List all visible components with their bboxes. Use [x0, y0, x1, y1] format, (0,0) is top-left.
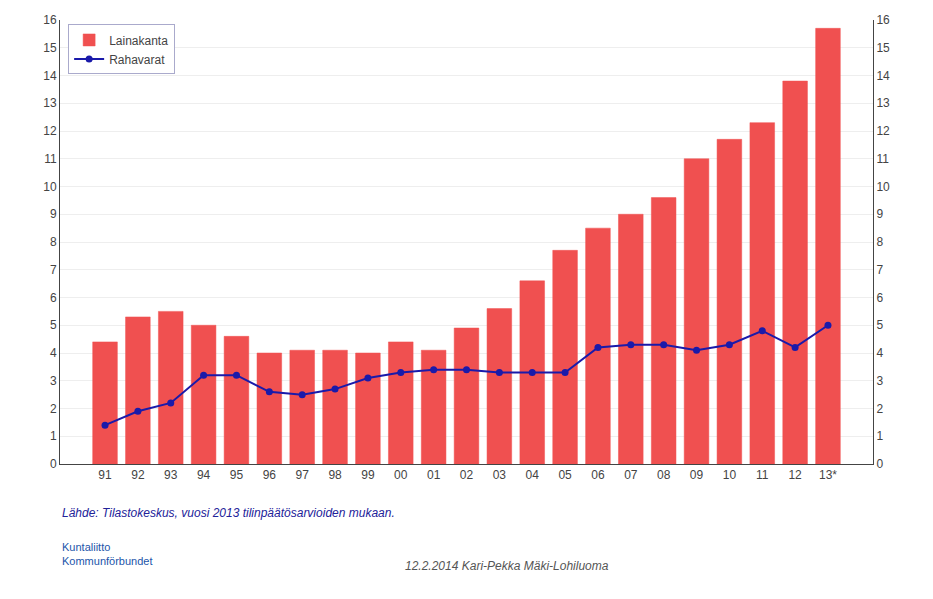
svg-text:98: 98: [328, 468, 342, 482]
svg-text:16: 16: [43, 13, 57, 27]
svg-text:12: 12: [876, 124, 890, 138]
svg-text:04: 04: [526, 468, 540, 482]
svg-text:01: 01: [427, 468, 441, 482]
svg-text:Lähde: Tilastokeskus, vuosi 20: Lähde: Tilastokeskus, vuosi 2013 tilinpä…: [62, 506, 395, 520]
svg-text:4: 4: [50, 346, 57, 360]
svg-text:3: 3: [50, 374, 57, 388]
svg-text:03: 03: [493, 468, 507, 482]
svg-text:5: 5: [50, 318, 57, 332]
svg-text:0: 0: [876, 457, 883, 471]
svg-text:7: 7: [876, 263, 883, 277]
svg-text:93: 93: [164, 468, 178, 482]
svg-text:97: 97: [296, 468, 310, 482]
svg-text:10: 10: [876, 180, 890, 194]
svg-text:12: 12: [43, 124, 57, 138]
svg-text:91: 91: [98, 468, 112, 482]
svg-text:5: 5: [876, 318, 883, 332]
svg-text:0: 0: [50, 457, 57, 471]
svg-text:07: 07: [624, 468, 638, 482]
svg-text:92: 92: [131, 468, 145, 482]
svg-text:11: 11: [876, 152, 889, 166]
svg-text:2: 2: [876, 402, 883, 416]
svg-text:94: 94: [197, 468, 211, 482]
svg-text:13: 13: [43, 96, 57, 110]
svg-text:14: 14: [876, 69, 890, 83]
svg-text:6: 6: [50, 291, 57, 305]
svg-text:6: 6: [876, 291, 883, 305]
svg-text:06: 06: [591, 468, 605, 482]
svg-text:09: 09: [690, 468, 704, 482]
svg-text:15: 15: [876, 41, 890, 55]
svg-text:13*: 13*: [819, 468, 837, 482]
svg-text:13: 13: [876, 96, 890, 110]
svg-text:12: 12: [788, 468, 802, 482]
svg-text:95: 95: [230, 468, 244, 482]
svg-text:1: 1: [876, 429, 883, 443]
svg-text:11: 11: [44, 152, 57, 166]
svg-text:02: 02: [460, 468, 474, 482]
svg-text:8: 8: [50, 235, 57, 249]
svg-text:4: 4: [876, 346, 883, 360]
svg-text:15: 15: [43, 41, 57, 55]
svg-text:3: 3: [876, 374, 883, 388]
svg-text:14: 14: [43, 69, 57, 83]
svg-text:Lainakanta: Lainakanta: [109, 34, 168, 48]
svg-text:10: 10: [723, 468, 737, 482]
svg-text:KuntaliittoKommunförbundet: KuntaliittoKommunförbundet: [62, 541, 153, 567]
svg-text:9: 9: [50, 207, 57, 221]
svg-text:9: 9: [876, 207, 883, 221]
svg-text:05: 05: [558, 468, 572, 482]
svg-text:99: 99: [361, 468, 375, 482]
svg-text:1: 1: [50, 429, 57, 443]
svg-text:7: 7: [50, 263, 57, 277]
svg-text:11: 11: [756, 468, 769, 482]
svg-text:08: 08: [657, 468, 671, 482]
svg-text:96: 96: [263, 468, 277, 482]
svg-text:Rahavarat: Rahavarat: [109, 53, 165, 67]
svg-text:8: 8: [876, 235, 883, 249]
svg-text:00: 00: [394, 468, 408, 482]
svg-text:12.2.2014 Kari-Pekka Mäki-Lohi: 12.2.2014 Kari-Pekka Mäki-Lohiluoma: [405, 559, 609, 573]
svg-text:2: 2: [50, 402, 57, 416]
svg-text:10: 10: [43, 180, 57, 194]
svg-text:16: 16: [876, 13, 890, 27]
